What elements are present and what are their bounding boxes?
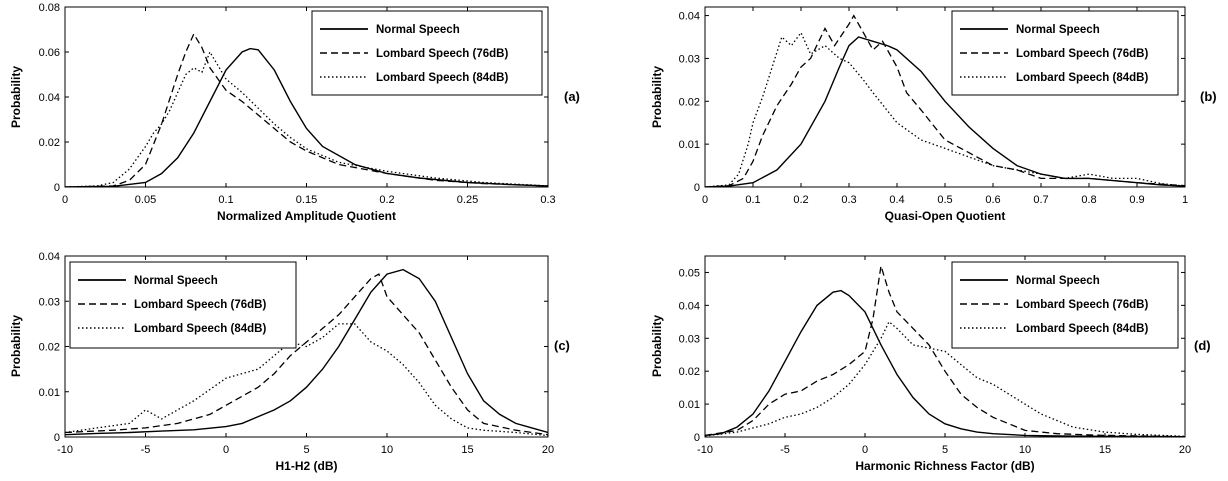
y-axis-label: Probability (650, 315, 664, 377)
panel-c: -10 -5 0 5 10 15 20 0 0.01 0.02 0.03 0.04 H1-H2 (dB)… (9, 251, 570, 473)
x-tick-label: 0.3 (540, 194, 555, 206)
x-tick-label: 0 (223, 444, 229, 456)
x-tick-label: 5 (942, 444, 948, 456)
y-tick-label: 0.01 (39, 387, 60, 399)
series-line-2 (705, 265, 1185, 437)
x-tick-label: -5 (141, 444, 151, 456)
x-tick-label: 0.05 (135, 194, 156, 206)
legend-label: Lombard Speech (84dB) (1016, 323, 1148, 335)
series-line-2 (65, 32, 548, 187)
y-tick-label: 0.04 (39, 92, 60, 104)
y-axis-label: Probability (9, 315, 23, 377)
x-axis-label: Harmonic Richness Factor (dB) (855, 459, 1034, 473)
y-tick-label: 0.03 (679, 53, 700, 65)
panel-label: (c) (554, 338, 570, 353)
legend-label: Normal Speech (1016, 275, 1100, 287)
x-tick-label: 0.3 (841, 194, 856, 206)
x-tick-label: 0.9 (1129, 194, 1144, 206)
series-line-3 (65, 323, 548, 437)
x-tick-label: 0.25 (457, 194, 478, 206)
series-line-3 (705, 31, 1185, 187)
x-tick-label: 0 (862, 444, 868, 456)
y-tick-label: 0.03 (39, 296, 60, 308)
y-axis-label: Probability (650, 66, 664, 128)
legend-box (69, 261, 297, 349)
x-tick-label: 10 (1019, 444, 1031, 456)
y-tick-label: 0 (694, 182, 700, 194)
legend-label: Lombard Speech (76dB) (134, 299, 266, 311)
y-tick-label: 0.08 (39, 2, 60, 14)
panel-b: 0 0.1 0.2 0.3 0.4 0.5 0.6 0.7 0.8 0.9 1 0 0.01 0.02 0.… (650, 6, 1217, 223)
x-tick-label: 20 (542, 444, 554, 456)
y-tick-label: 0 (54, 432, 60, 444)
x-tick-label: 0 (702, 194, 708, 206)
legend: Normal Speech Lombard Speech (76dB) Lombar… (951, 10, 1179, 96)
legend-label: Lombard Speech (76dB) (376, 48, 508, 60)
y-tick-label: 0.02 (39, 137, 60, 149)
y-tick-label: 0.01 (679, 399, 700, 411)
y-tick-label: 0.04 (679, 11, 700, 23)
legend-label: Normal Speech (376, 24, 460, 36)
y-tick-label: 0 (694, 432, 700, 444)
y-tick-label: 0.02 (39, 342, 60, 354)
legend: Normal Speech Lombard Speech (76dB) Lombar… (69, 261, 297, 349)
x-tick-label: -10 (697, 444, 713, 456)
x-tick-label: 0.15 (296, 194, 317, 206)
y-tick-label: 0.05 (679, 267, 700, 279)
series-line-1 (65, 268, 548, 436)
x-tick-label: 0.7 (1033, 194, 1048, 206)
legend-box (951, 10, 1179, 96)
series-line-3 (65, 50, 548, 187)
legend-label: Lombard Speech (84dB) (376, 72, 508, 84)
legend: Normal Speech Lombard Speech (76dB) Lombar… (311, 10, 543, 96)
x-tick-label: 20 (1179, 444, 1191, 456)
x-tick-label: 0.6 (985, 194, 1000, 206)
series-line-1 (705, 289, 1185, 437)
legend-box (951, 261, 1179, 349)
x-tick-label: 0.2 (379, 194, 394, 206)
panel-label: (b) (1200, 89, 1217, 104)
x-tick-label: 0.2 (793, 194, 808, 206)
legend: Normal Speech Lombard Speech (76dB) Lombar… (951, 261, 1179, 349)
x-axis-label: H1-H2 (dB) (276, 459, 338, 473)
y-tick-label: 0.06 (39, 47, 60, 59)
series-line-1 (705, 36, 1185, 187)
y-tick-label: 0.01 (679, 139, 700, 151)
y-tick-label: 0.02 (679, 366, 700, 378)
x-tick-label: 0.8 (1081, 194, 1096, 206)
panel-label: (a) (564, 89, 580, 104)
panel-d: -10 -5 0 5 10 15 20 0 0.01 0.02 0.03 0.04 0.05 Harmon… (650, 255, 1211, 473)
x-axis-label: Normalized Amplitude Quotient (217, 209, 396, 223)
legend-label: Lombard Speech (84dB) (1016, 72, 1148, 84)
y-tick-label: 0.03 (679, 333, 700, 345)
x-tick-label: 0.4 (889, 194, 904, 206)
x-axis-label: Quasi-Open Quotient (885, 209, 1006, 223)
x-tick-label: 0 (62, 194, 68, 206)
x-tick-label: 0.1 (745, 194, 760, 206)
x-tick-label: 10 (381, 444, 393, 456)
y-tick-label: 0.04 (679, 300, 700, 312)
x-tick-label: -5 (780, 444, 790, 456)
x-tick-label: 0.5 (937, 194, 952, 206)
y-tick-label: 0.04 (39, 251, 60, 263)
x-tick-label: 5 (303, 444, 309, 456)
y-tick-label: 0.02 (679, 96, 700, 108)
x-tick-label: 1 (1182, 194, 1188, 206)
panel-label: (d) (1194, 338, 1211, 353)
legend-box (311, 10, 543, 96)
x-tick-label: 15 (461, 444, 473, 456)
series-line-2 (65, 273, 548, 436)
y-axis-label: Probability (9, 66, 23, 128)
legend-label: Normal Speech (1016, 24, 1100, 36)
x-tick-label: -10 (57, 444, 73, 456)
legend-label: Normal Speech (134, 275, 218, 287)
legend-label: Lombard Speech (76dB) (1016, 299, 1148, 311)
legend-label: Lombard Speech (76dB) (1016, 48, 1148, 60)
y-tick-label: 0 (54, 182, 60, 194)
x-tick-label: 0.1 (218, 194, 233, 206)
x-tick-label: 15 (1099, 444, 1111, 456)
legend-label: Lombard Speech (84dB) (134, 323, 266, 335)
panel-a: 0 0.05 0.1 0.15 0.2 0.25 0.3 0 0.02 0.04 0.06 0.08 N… (9, 2, 580, 223)
